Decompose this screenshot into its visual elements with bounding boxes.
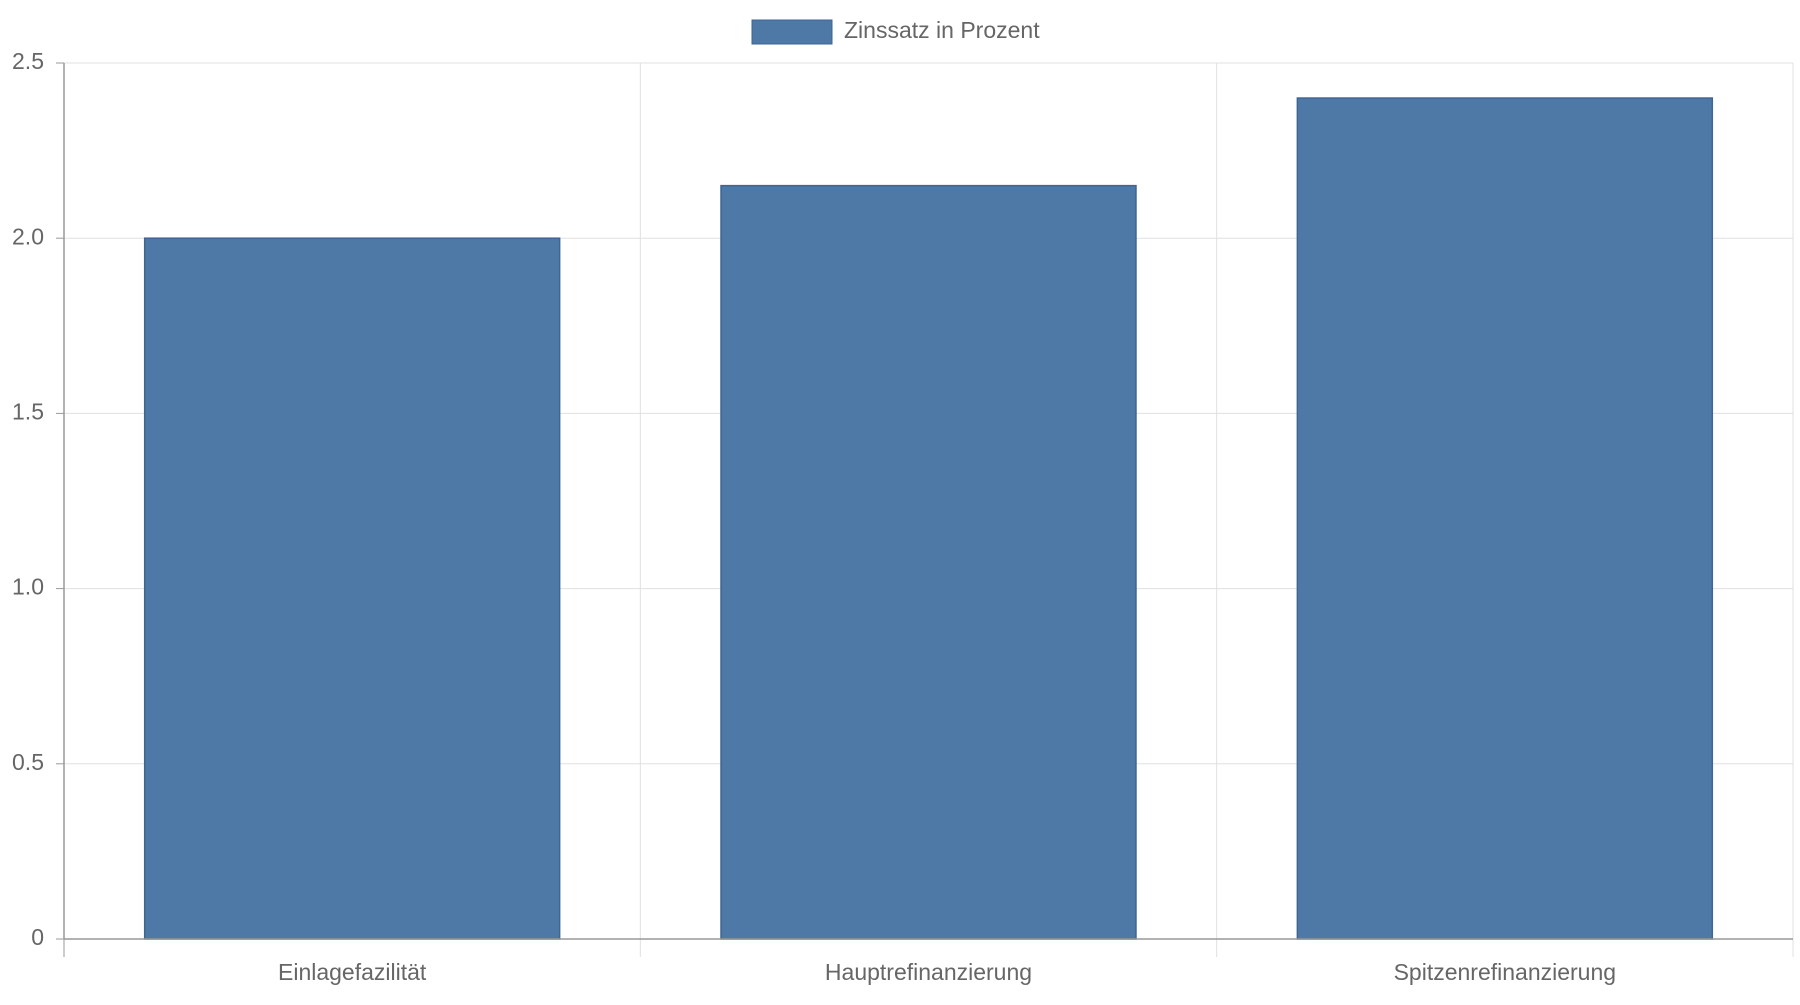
y-tick-label: 0.5 <box>12 749 44 775</box>
legend-label: Zinssatz in Prozent <box>844 17 1040 43</box>
y-tick-label: 1.5 <box>12 398 44 424</box>
x-tick-label: Spitzenrefinanzierung <box>1394 959 1616 985</box>
y-tick-label: 2.5 <box>12 48 44 74</box>
bar <box>1296 97 1714 940</box>
y-tick-label: 1.0 <box>12 574 44 600</box>
y-tick-label: 2.0 <box>12 223 44 249</box>
bar <box>143 237 561 940</box>
x-tick-label: Hauptrefinanzierung <box>825 959 1032 985</box>
legend-swatch <box>751 19 833 45</box>
bar <box>720 184 1137 940</box>
y-tick-label: 0 <box>31 924 44 950</box>
x-tick-label: Einlagefazilität <box>278 959 427 985</box>
